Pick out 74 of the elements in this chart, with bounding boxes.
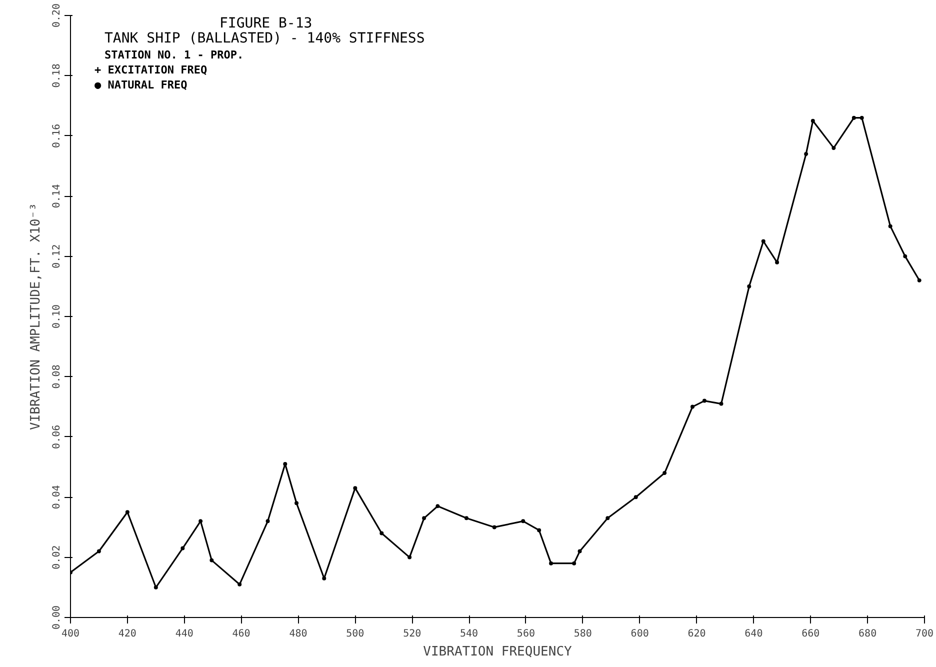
point (860, 116, 864, 120)
point (380, 531, 384, 536)
point (464, 516, 468, 520)
x-tick-label: 660 (802, 628, 820, 640)
point (408, 555, 412, 560)
chart-title: FIGURE B-13 (220, 16, 312, 32)
point (903, 254, 908, 258)
point (210, 558, 214, 562)
point (634, 495, 638, 500)
point (690, 404, 694, 409)
point (888, 224, 892, 228)
point (852, 116, 856, 120)
x-tick-label: 500 (346, 628, 364, 640)
annotation: STATION NO. 1 - PROP. (104, 48, 244, 62)
y-tick-label: 0.12 (52, 244, 62, 268)
x-tick-label: 640 (744, 628, 763, 640)
x-tick-label: 580 (574, 628, 592, 640)
point (154, 585, 158, 590)
point (266, 519, 270, 524)
y-axis-title: VIBRATION AMPLITUDE,FT. X10⁻³ (28, 203, 44, 430)
point (294, 501, 299, 506)
point (238, 582, 242, 586)
x-tick-label: 400 (61, 628, 80, 640)
x-tick-label: 480 (289, 628, 308, 640)
x-tick-label: 420 (118, 628, 136, 640)
y-tick-label: 0.02 (52, 545, 62, 570)
point (198, 519, 203, 524)
point (804, 152, 808, 156)
point (537, 528, 542, 532)
x-tick-label: 600 (630, 628, 649, 640)
x-tick-label: 540 (460, 628, 478, 640)
y-tick-label: 0.16 (52, 124, 62, 148)
point (810, 118, 815, 123)
point (775, 260, 780, 264)
point (353, 486, 358, 490)
point (747, 284, 752, 288)
point (549, 561, 554, 566)
y-tick-label: 0.18 (52, 64, 62, 88)
annotation: + EXCITATION FREQ (94, 64, 208, 76)
point (180, 546, 185, 550)
x-tick-label: 560 (516, 628, 535, 640)
x-axis-title: VIBRATION FREQUENCY (423, 644, 572, 660)
x-tick-label: 440 (175, 628, 194, 640)
point (322, 576, 326, 580)
point (96, 549, 101, 554)
y-tick-label: 0.04 (52, 485, 62, 510)
point (702, 398, 706, 403)
point (572, 561, 576, 566)
y-tick-label: 0.10 (52, 304, 62, 329)
x-tick-label: 620 (688, 628, 706, 640)
point (492, 525, 496, 530)
point (761, 239, 766, 244)
text: TANK SHIP (BALLASTED) - 140% STIFFNESS (104, 30, 425, 46)
point (125, 510, 130, 514)
y-tick-label: 0.08 (52, 364, 62, 389)
point (422, 516, 426, 520)
y-tick-label: 0.00 (52, 605, 62, 630)
point (832, 146, 836, 150)
point (578, 549, 582, 554)
point (917, 278, 922, 282)
y-tick-label: 0.14 (52, 184, 62, 208)
x-tick-label: 680 (858, 628, 877, 640)
point (719, 402, 724, 406)
point (521, 519, 526, 524)
x-tick-label: 520 (403, 628, 422, 640)
point (436, 504, 440, 508)
point (662, 471, 667, 476)
point (606, 516, 610, 520)
x-tick-label: 700 (915, 628, 934, 640)
y-tick-label: 0.06 (52, 424, 62, 449)
y-tick-label: 0.20 (52, 3, 62, 28)
x-tick-label: 460 (232, 628, 250, 640)
annotation: ● NATURAL FREQ (94, 78, 188, 92)
point (283, 462, 288, 466)
